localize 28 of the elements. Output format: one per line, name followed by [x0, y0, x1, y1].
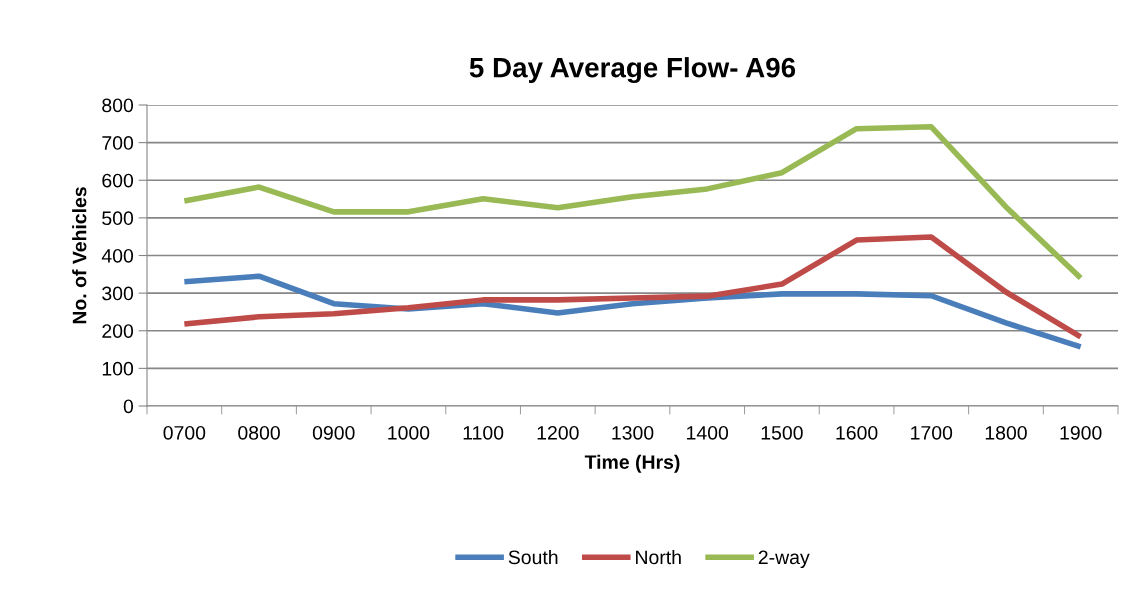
chart-title: 5 Day Average Flow- A96	[469, 57, 796, 84]
x-tick-label: 1100	[463, 425, 504, 440]
x-tick-label: 0900	[312, 425, 355, 440]
y-tick-label: 200	[102, 324, 134, 338]
x-tick-label: 1600	[836, 425, 878, 440]
y-tick-label: 800	[102, 98, 134, 113]
x-tick-label: 1400	[687, 425, 729, 440]
y-tick-label: 100	[102, 361, 134, 376]
x-tick-label: 1700	[911, 425, 953, 440]
x-tick-label: 0700	[163, 425, 206, 440]
y-axis-title: No. of Vehicles	[72, 187, 87, 324]
x-tick-label: 1000	[388, 425, 430, 440]
y-tick-label: 700	[102, 136, 134, 150]
y-tick-label: 300	[102, 286, 134, 301]
x-tick-label: 1200	[537, 425, 579, 440]
x-tick-label: 1900	[1060, 425, 1102, 440]
y-tick-label: 0	[123, 399, 134, 414]
x-tick-label: 1300	[612, 425, 654, 440]
legend-label: South	[508, 549, 558, 565]
x-tick-label: 0800	[238, 425, 280, 440]
y-tick-label: 600	[102, 173, 134, 188]
x-tick-label: 1500	[761, 425, 803, 440]
x-axis-title: Time (Hrs)	[584, 454, 680, 473]
y-tick-label: 400	[101, 248, 134, 263]
legend-label: North	[636, 549, 681, 565]
x-tick-label: 1800	[985, 425, 1027, 440]
y-tick-label: 500	[102, 211, 134, 226]
legend-label: 2-way	[758, 550, 810, 569]
